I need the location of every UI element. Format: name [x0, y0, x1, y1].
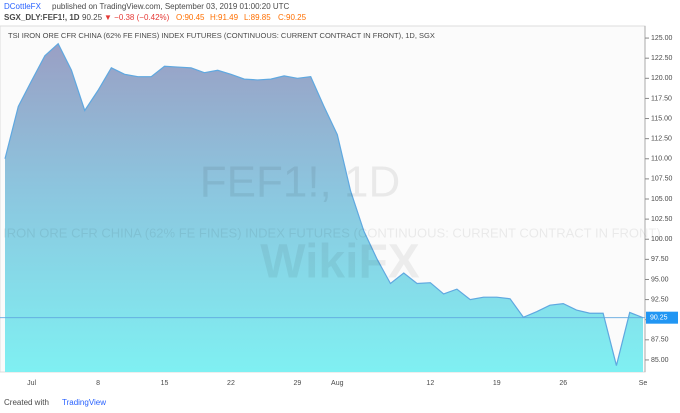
watermark: FEF1!, 1D	[200, 158, 401, 207]
area-fill	[5, 43, 643, 372]
y-tick-label: 117.50	[651, 95, 672, 102]
x-tick-label: 12	[426, 380, 434, 387]
y-tick-label: 112.50	[651, 135, 672, 142]
change: ▼ −0.38 (−0.42%)	[104, 13, 170, 22]
price: 90.25	[82, 13, 103, 22]
y-tick-label: 102.50	[651, 216, 673, 223]
published: published on TradingView.com, September …	[52, 2, 290, 11]
y-tick-label: 95.00	[651, 276, 669, 283]
x-tick-label: 22	[227, 380, 235, 387]
x-tick-label: 19	[493, 380, 501, 387]
y-tick-label: 100.00	[651, 236, 673, 243]
y-tick-label: 107.50	[651, 176, 673, 183]
y-tick-label: 97.50	[651, 256, 669, 263]
x-tick-label: 15	[161, 380, 169, 387]
symbol: SGX_DLY:FEF1!, 1D	[4, 13, 80, 22]
y-tick-label: 122.50	[651, 55, 673, 62]
x-tick-label: Se	[639, 380, 648, 387]
ohlc-value: L:89.85	[244, 13, 271, 22]
x-tick-label: 29	[294, 380, 302, 387]
last-price-label: 90.25	[650, 315, 668, 322]
y-tick-label: 110.00	[651, 156, 672, 163]
x-tick-label: 8	[96, 380, 100, 387]
y-tick-label: 92.50	[651, 296, 669, 303]
last-price-box	[646, 311, 678, 324]
x-tick-label: Jul	[27, 380, 36, 387]
ohlc-value: C:90.25	[278, 13, 307, 22]
watermark-subtitle: TSI IRON ORE CFR CHINA (62% FE FINES) IN…	[0, 225, 661, 240]
x-tick-label: Aug	[331, 380, 344, 387]
chart-title: TSI IRON ORE CFR CHINA (62% FE FINES) IN…	[8, 31, 435, 40]
y-tick-label: 87.50	[651, 337, 669, 344]
brand-watermark: WikiFX	[260, 236, 420, 289]
author[interactable]: DCottleFX	[4, 2, 42, 11]
y-tick-label: 85.00	[651, 357, 669, 364]
area-line	[4, 42, 644, 366]
y-tick-label: 115.00	[651, 115, 672, 122]
footer-brand[interactable]: TradingView	[62, 398, 106, 407]
y-tick-label: 120.00	[651, 75, 673, 82]
footer-created: Created with	[4, 398, 49, 407]
x-tick-label: 26	[559, 380, 567, 387]
ohlc-value: O:90.45	[176, 13, 205, 22]
ohlc-value: H:91.49	[210, 13, 239, 22]
y-tick-label: 105.00	[651, 196, 673, 203]
y-tick-label: 125.00	[651, 35, 673, 42]
